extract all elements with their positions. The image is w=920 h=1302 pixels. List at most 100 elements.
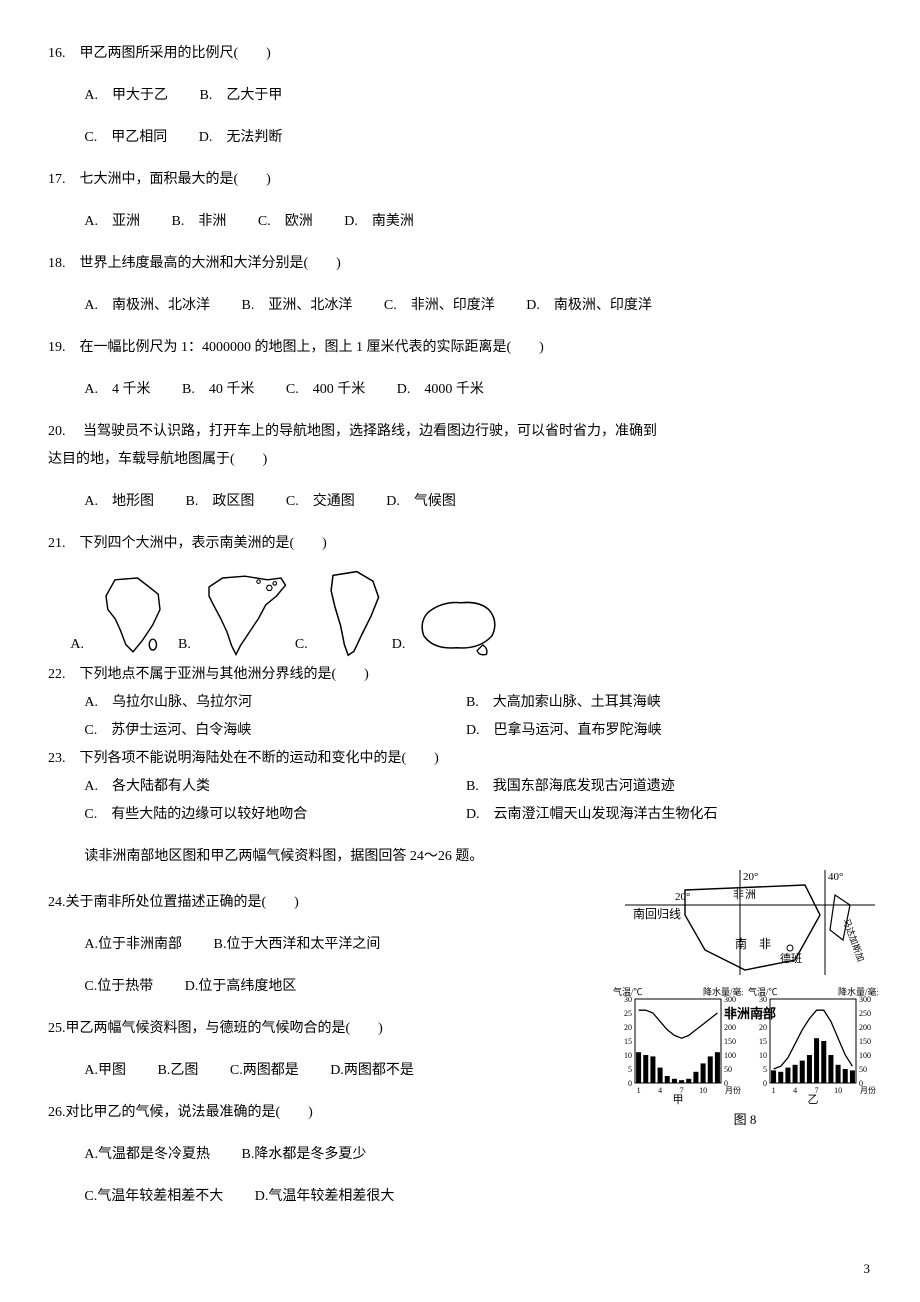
q21-b-label: B. bbox=[178, 631, 191, 659]
q26-r1: A.气温都是冬冷夏热 B.降水都是冬多夏少 bbox=[48, 1141, 608, 1169]
q25-b: B.乙图 bbox=[158, 1063, 199, 1078]
svg-text:月份: 月份 bbox=[860, 1085, 876, 1095]
svg-text:5: 5 bbox=[628, 1065, 632, 1074]
svg-text:4: 4 bbox=[658, 1086, 662, 1095]
svg-text:50: 50 bbox=[724, 1065, 732, 1074]
q16-stem: 16. 甲乙两图所采用的比例尺( ) bbox=[48, 40, 872, 68]
svg-text:4: 4 bbox=[793, 1086, 797, 1095]
svg-text:15: 15 bbox=[624, 1037, 632, 1046]
q16-opts: A. 甲大于乙 B. 乙大于甲 bbox=[48, 82, 872, 110]
africa-outline-icon bbox=[88, 569, 178, 659]
svg-text:250: 250 bbox=[859, 1009, 871, 1018]
climate-caption: 图 8 bbox=[610, 1107, 880, 1133]
q23-row2: C. 有些大陆的边缘可以较好地吻合 D. 云南澄江帽天山发现海洋古生物化石 bbox=[48, 801, 872, 829]
q20-stem1: 20. 当驾驶员不认识路，打开车上的导航地图，选择路线，边看图边行驶，可以省时省… bbox=[48, 418, 872, 446]
svg-text:20: 20 bbox=[759, 1023, 767, 1032]
q20-d: D. 气候图 bbox=[386, 494, 456, 509]
svg-text:5: 5 bbox=[763, 1065, 767, 1074]
q24-r1: A.位于非洲南部 B.位于大西洋和太平洋之间 bbox=[48, 931, 608, 959]
q24-b: B.位于大西洋和太平洋之间 bbox=[214, 937, 381, 952]
q17-c: C. 欧洲 bbox=[258, 214, 313, 229]
svg-text:40°: 40° bbox=[828, 871, 843, 883]
q21-d-label: D. bbox=[392, 631, 406, 659]
q26-c: C.气温年较差相差不大 bbox=[84, 1189, 223, 1204]
svg-text:10: 10 bbox=[759, 1051, 767, 1060]
q18-d: D. 南极洲、印度洋 bbox=[526, 298, 652, 313]
q17-b: B. 非洲 bbox=[172, 214, 227, 229]
q18-stem: 18. 世界上纬度最高的大洲和大洋分别是( ) bbox=[48, 250, 872, 278]
svg-text:250: 250 bbox=[724, 1009, 736, 1018]
q23-row1: A. 各大陆都有人类 B. 我国东部海底发现古河道遗迹 bbox=[48, 773, 872, 801]
q20-stem2: 达目的地，车载导航地图属于( ) bbox=[48, 446, 872, 474]
svg-text:30: 30 bbox=[624, 995, 632, 1004]
q25-a: A.甲图 bbox=[84, 1063, 126, 1078]
q25-c: C.两图都是 bbox=[230, 1063, 299, 1078]
q19-opts: A. 4 千米 B. 40 千米 C. 400 千米 D. 4000 千米 bbox=[48, 376, 872, 404]
svg-text:100: 100 bbox=[859, 1051, 871, 1060]
svg-text:0: 0 bbox=[763, 1079, 767, 1088]
svg-text:30: 30 bbox=[759, 995, 767, 1004]
q26-stem: 26.对比甲乙的气候，说法最准确的是( ) bbox=[48, 1099, 608, 1127]
svg-text:15: 15 bbox=[759, 1037, 767, 1046]
svg-text:非: 非 bbox=[733, 888, 744, 901]
q21-figure-row: A. B. C. D. bbox=[48, 564, 872, 659]
svg-text:南回归线: 南回归线 bbox=[633, 906, 681, 921]
q26-r2: C.气温年较差相差不大 D.气温年较差相差很大 bbox=[48, 1183, 608, 1211]
svg-text:150: 150 bbox=[724, 1037, 736, 1046]
q22-c: C. 苏伊士运河、白令海峡 bbox=[84, 717, 462, 745]
q23-d: D. 云南澄江帽天山发现海洋古生物化石 bbox=[466, 801, 844, 829]
svg-text:10: 10 bbox=[624, 1051, 632, 1060]
svg-text:洲: 洲 bbox=[745, 889, 756, 901]
q20-a: A. 地形图 bbox=[84, 494, 154, 509]
q16-b: B. 乙大于甲 bbox=[200, 88, 283, 103]
climate-charts: 气温/℃降水量/毫米051015202530050100150200250300… bbox=[610, 985, 880, 1133]
australia-outline-icon bbox=[409, 584, 504, 659]
q20-c: C. 交通图 bbox=[286, 494, 355, 509]
svg-text:马达加斯加: 马达加斯加 bbox=[841, 917, 867, 963]
q17-opts: A. 亚洲 B. 非洲 C. 欧洲 D. 南美洲 bbox=[48, 208, 872, 236]
q16-d: D. 无法判断 bbox=[199, 130, 283, 145]
svg-text:20°: 20° bbox=[743, 871, 758, 883]
q19-stem: 19. 在一幅比例尺为 1：4000000 的地图上，图上 1 厘米代表的实际距… bbox=[48, 334, 872, 362]
svg-text:降水量/毫米: 降水量/毫米 bbox=[703, 986, 743, 997]
q19-b: B. 40 千米 bbox=[182, 382, 254, 397]
svg-text:10: 10 bbox=[699, 1086, 707, 1095]
q22-d: D. 巴拿马运河、直布罗陀海峡 bbox=[466, 717, 844, 745]
svg-text:德班: 德班 bbox=[780, 951, 802, 965]
svg-text:20: 20 bbox=[624, 1023, 632, 1032]
south-america-outline-icon bbox=[312, 564, 392, 659]
q19-a: A. 4 千米 bbox=[84, 382, 150, 397]
q22-row2: C. 苏伊士运河、白令海峡 D. 巴拿马运河、直布罗陀海峡 bbox=[48, 717, 872, 745]
q23-a: A. 各大陆都有人类 bbox=[84, 773, 462, 801]
svg-text:150: 150 bbox=[859, 1037, 871, 1046]
climate-chart-right: 气温/℃降水量/毫米051015202530050100150200250300… bbox=[748, 985, 878, 1105]
q21-stem: 21. 下列四个大洲中，表示南美洲的是( ) bbox=[48, 530, 872, 558]
svg-text:1: 1 bbox=[771, 1086, 775, 1095]
q18-a: A. 南极洲、北冰洋 bbox=[84, 298, 210, 313]
q18-opts: A. 南极洲、北冰洋 B. 亚洲、北冰洋 C. 非洲、印度洋 D. 南极洲、印度… bbox=[48, 292, 872, 320]
q25-stem: 25.甲乙两幅气候资料图，与德班的气候吻合的是( ) bbox=[48, 1015, 608, 1043]
q23-stem: 23. 下列各项不能说明海陆处在不断的运动和变化中的是( ) bbox=[48, 745, 872, 773]
q24-c: C.位于热带 bbox=[84, 979, 153, 994]
lead-24-26: 读非洲南部地区图和甲乙两幅气候资料图，据图回答 24～26 题。 bbox=[48, 843, 872, 871]
q17-stem: 17. 七大洲中，面积最大的是( ) bbox=[48, 166, 872, 194]
svg-text:300: 300 bbox=[724, 995, 736, 1004]
q24-r2: C.位于热带 D.位于高纬度地区 bbox=[48, 973, 608, 1001]
q24-d: D.位于高纬度地区 bbox=[185, 979, 297, 994]
svg-text:乙: 乙 bbox=[807, 1093, 818, 1105]
q25-d: D.两图都不是 bbox=[330, 1063, 414, 1078]
svg-text:降水量/毫米: 降水量/毫米 bbox=[838, 986, 878, 997]
q18-b: B. 亚洲、北冰洋 bbox=[242, 298, 353, 313]
q23-c: C. 有些大陆的边缘可以较好地吻合 bbox=[84, 801, 462, 829]
north-america-outline-icon bbox=[195, 569, 295, 659]
svg-text:20°: 20° bbox=[675, 891, 690, 903]
svg-text:25: 25 bbox=[624, 1009, 632, 1018]
q20-opts: A. 地形图 B. 政区图 C. 交通图 D. 气候图 bbox=[48, 488, 872, 516]
svg-text:10: 10 bbox=[834, 1086, 842, 1095]
q24-stem: 24.关于南非所处位置描述正确的是( ) bbox=[48, 889, 608, 917]
q22-row1: A. 乌拉尔山脉、乌拉尔河 B. 大高加索山脉、土耳其海峡 bbox=[48, 689, 872, 717]
q26-d: D.气温年较差相差很大 bbox=[255, 1189, 395, 1204]
q19-c: C. 400 千米 bbox=[286, 382, 365, 397]
q26-a: A.气温都是冬冷夏热 bbox=[84, 1147, 210, 1162]
svg-text:0: 0 bbox=[628, 1079, 632, 1088]
